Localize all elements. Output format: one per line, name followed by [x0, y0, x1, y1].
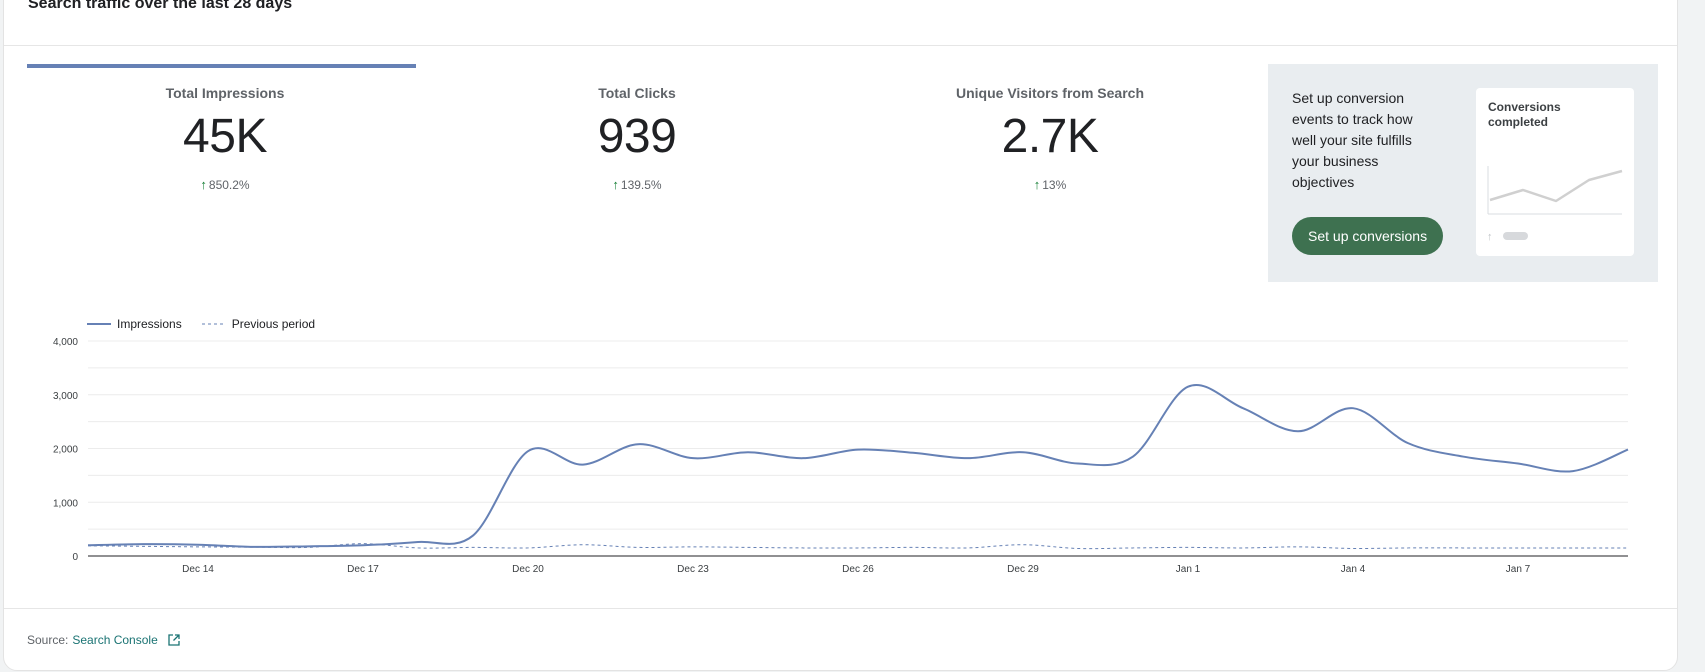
metric-label: Total Clicks [598, 85, 676, 101]
y-tick-label: 3,000 [53, 391, 78, 402]
metric-change: ↑ 13% [1034, 177, 1067, 192]
search-console-link[interactable]: Search Console [72, 633, 158, 647]
footer-divider [4, 608, 1677, 609]
y-tick-label: 2,000 [53, 445, 78, 456]
conversions-preview-graphic: ↑ [1487, 166, 1623, 243]
x-tick-label: Jan 4 [1341, 564, 1366, 575]
metric-change-value: 139.5% [620, 177, 662, 192]
conversions-preview-card: Conversions completed ↑ [1476, 88, 1634, 256]
metric-total-clicks[interactable]: Total Clicks 939 ↑ 139.5% [507, 85, 767, 194]
card-title: Search traffic over the last 28 days [28, 0, 293, 12]
selected-metric-indicator [27, 64, 416, 68]
arrow-up-icon: ↑ [1033, 177, 1041, 192]
search-traffic-card: Search traffic over the last 28 days Tot… [3, 0, 1678, 671]
metric-value: 939 [597, 110, 677, 163]
metric-change: ↑ 139.5% [612, 177, 661, 192]
mini-card-title: Conversions completed [1488, 100, 1561, 129]
conversions-promo: Set up conversion events to track how we… [1268, 64, 1658, 282]
preview-badge [1503, 232, 1528, 240]
legend-dashed-line-icon [201, 323, 226, 325]
x-tick-label: Dec 14 [182, 564, 214, 575]
legend-solid-line-icon [87, 323, 111, 325]
x-tick-label: Jan 7 [1506, 564, 1531, 575]
x-tick-label: Dec 26 [842, 564, 874, 575]
metric-label: Total Impressions [165, 85, 285, 101]
legend-label: Previous period [231, 317, 316, 331]
previous-period-series-line [87, 543, 1628, 550]
x-tick-label: Dec 23 [677, 564, 709, 575]
metric-value: 45K [183, 110, 267, 163]
x-tick-label: Jan 1 [1176, 564, 1201, 575]
promo-text: Set up conversion events to track how we… [1292, 90, 1413, 190]
x-tick-label: Dec 29 [1007, 564, 1039, 575]
legend-previous-period[interactable]: Previous period [201, 317, 316, 331]
metric-change-value: 850.2% [208, 177, 250, 192]
metric-change-value: 13% [1042, 177, 1067, 192]
arrow-up-icon: ↑ [612, 177, 619, 192]
y-tick-label: 1,000 [53, 498, 78, 509]
impressions-series-line [87, 384, 1629, 548]
chart-legend: Impressions Previous period [87, 317, 315, 331]
y-tick-label: 0 [72, 552, 78, 563]
x-tick-label: Dec 17 [347, 564, 379, 575]
y-tick-label: 4,000 [53, 337, 78, 348]
metric-total-impressions[interactable]: Total Impressions 45K ↑ 850.2% [95, 85, 355, 194]
impressions-line-chart: 0 1,000 2,000 3,000 4,000 Dec 14 Dec 17 Dec 20 D… [53, 337, 1629, 575]
external-link-icon[interactable] [168, 634, 180, 646]
setup-conversions-button[interactable]: Set up conversions [1292, 217, 1444, 255]
preview-arrow-icon: ↑ [1487, 231, 1493, 243]
x-tick-label: Dec 20 [512, 564, 544, 575]
metric-label: Unique Visitors from Search [955, 85, 1144, 101]
metric-unique-visitors[interactable]: Unique Visitors from Search 2.7K ↑ 13% [920, 85, 1180, 194]
source-footer: Source: Search Console [27, 633, 180, 647]
legend-label: Impressions [117, 317, 182, 331]
metric-value: 2.7K [1001, 110, 1099, 163]
metric-change: ↑ 850.2% [200, 177, 249, 192]
source-label: Source: [27, 633, 69, 647]
arrow-up-icon: ↑ [200, 177, 207, 192]
legend-impressions[interactable]: Impressions [87, 317, 182, 331]
preview-trend-line [1489, 169, 1623, 203]
header-divider [4, 45, 1677, 46]
